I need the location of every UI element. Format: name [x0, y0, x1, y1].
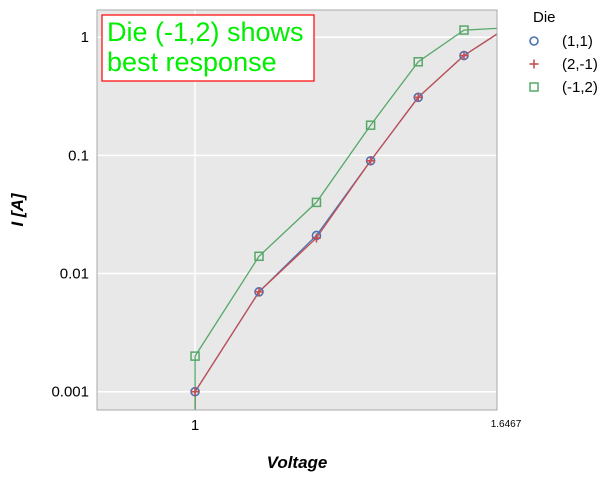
annotation-box: Die (-1,2) shows best response — [101, 14, 315, 82]
x-axis-label: Voltage — [267, 453, 328, 472]
y-tick-label: 0.001 — [51, 384, 89, 401]
data-point — [254, 287, 264, 297]
legend-item-1: (1,1) — [529, 33, 593, 50]
series-lines — [194, 27, 497, 410]
data-point — [365, 120, 376, 130]
annotation-border — [101, 14, 315, 82]
y-tick-label: 1 — [81, 29, 89, 46]
y-axis-label: I [A] — [8, 192, 27, 226]
data-point — [502, 23, 511, 32]
series-line-3 — [194, 27, 497, 410]
data-point — [311, 233, 321, 243]
y-tick-label: 0.1 — [68, 147, 89, 164]
legend-title: Die — [533, 9, 556, 26]
series-line-2 — [194, 33, 497, 410]
legend-marker — [529, 59, 539, 69]
legend-marker — [529, 36, 539, 46]
data-point — [459, 51, 469, 61]
data-point — [502, 24, 510, 32]
annotation-line-1: Die (-1,2) shows — [107, 17, 304, 47]
data-point — [413, 92, 423, 102]
data-point — [254, 251, 264, 262]
y-tick-label: 0.01 — [60, 266, 89, 283]
legend-item-2: (2,-1) — [529, 56, 598, 73]
data-point — [502, 24, 510, 32]
plot-frame — [96, 9, 498, 411]
annotation-line-2: best response — [107, 47, 277, 77]
legend-label: (1,1) — [562, 33, 593, 50]
y-axis-ticks: 0.001 0.01 0.1 1 — [51, 29, 89, 400]
x-axis-ticks: 1 1.6467 — [191, 417, 522, 434]
data-point — [413, 57, 423, 67]
legend-label: (-1,2) — [562, 79, 598, 96]
data-point — [190, 351, 200, 361]
legend: Die (1,1) (2,-1) (-1,2) — [529, 9, 598, 96]
x-tick-label: 1.6467 — [491, 419, 522, 430]
legend-item-3: (-1,2) — [529, 79, 598, 96]
data-point — [190, 387, 200, 397]
data-point — [366, 156, 376, 166]
x-tick-label: 1 — [191, 417, 199, 434]
legend-label: (2,-1) — [562, 56, 598, 73]
data-point — [459, 25, 469, 35]
legend-marker — [529, 82, 539, 92]
data-markers — [190, 23, 511, 397]
data-point — [311, 197, 322, 208]
